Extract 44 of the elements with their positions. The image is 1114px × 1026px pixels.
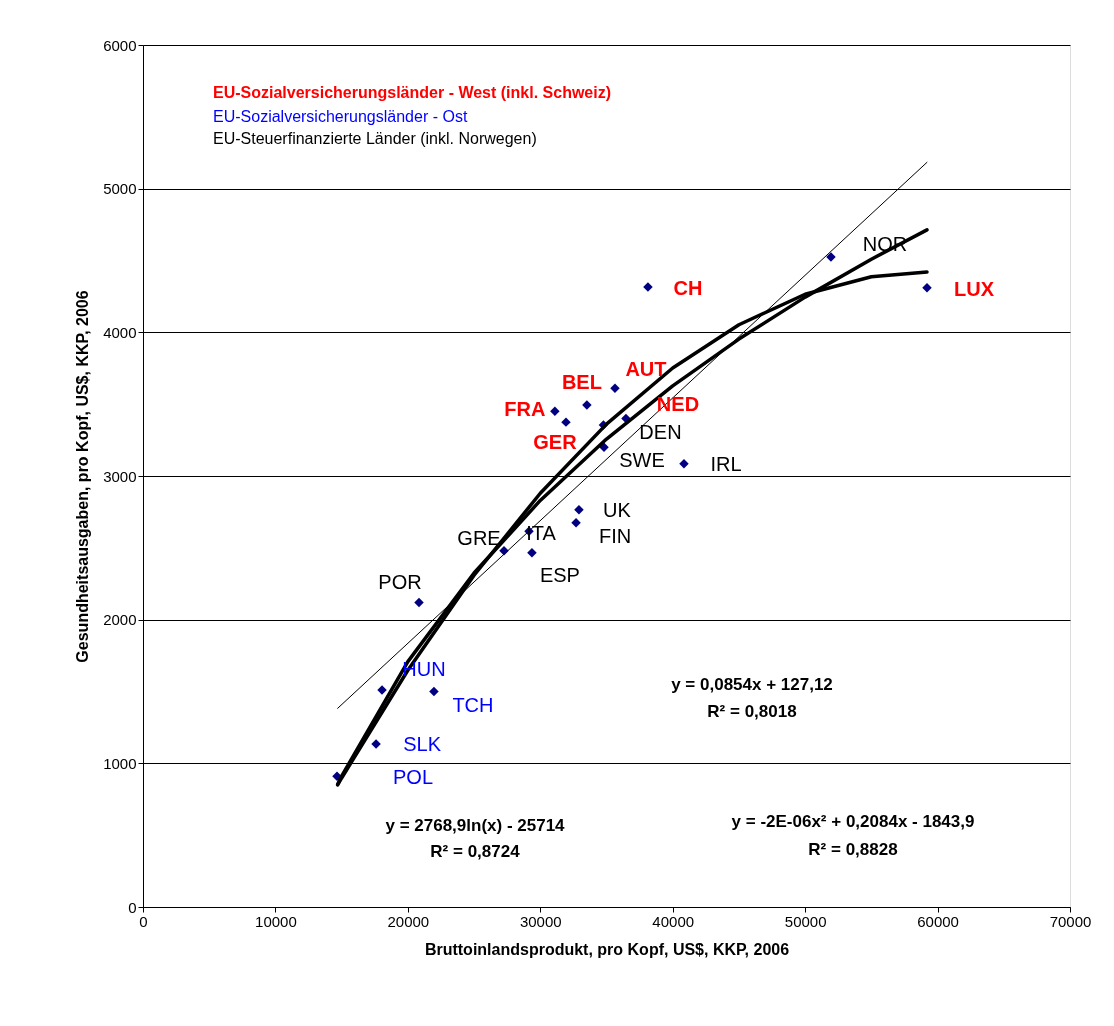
annotation: BEL	[561, 370, 602, 393]
x-tick-label: 60000	[917, 912, 959, 930]
y-tick-label: 2000	[103, 611, 137, 629]
annotation: EU-Steuerfinanzierte Länder (inkl. Norwegen)	[213, 130, 537, 147]
annotation: GRE	[457, 526, 501, 549]
x-tick-label: 70000	[1049, 912, 1092, 930]
annotation: TCH	[452, 693, 494, 716]
annotation: IRL	[710, 452, 742, 475]
x-tick-label: 40000	[652, 912, 695, 930]
y-axis-title: Gesundheitsausgaben, pro Kopf, US$, KKP, 2006	[74, 290, 92, 663]
x-tick-label: 20000	[387, 912, 430, 930]
annotation: FIN	[598, 524, 632, 547]
x-tick-label: 30000	[519, 912, 562, 930]
annotation: FRA	[504, 398, 546, 421]
annotation: y = -2E-06x² + 0,2084x - 1843,9	[731, 812, 975, 831]
annotation: CH	[673, 277, 703, 300]
x-tick-label: 0	[139, 912, 148, 930]
annotation: POL	[392, 766, 434, 789]
x-tick-label: 50000	[784, 912, 827, 930]
annotation: POR	[378, 571, 422, 594]
y-tick-label: 6000	[103, 36, 137, 54]
y-tick-label: 5000	[103, 180, 137, 198]
annotation: y = 0,0854x + 127,12	[671, 675, 833, 694]
annotation: y = 2768,9ln(x) - 25714	[385, 816, 566, 835]
annotation: DEN	[639, 421, 682, 443]
annotation: EU-Sozialversicherungsländer - Ost	[213, 108, 468, 125]
annotation: LUX	[953, 277, 995, 300]
annotation: SLK	[403, 732, 442, 755]
annotation: AUT	[625, 358, 667, 381]
y-tick-label: 1000	[103, 754, 137, 772]
annotation: UK	[603, 498, 632, 521]
x-axis-title: Bruttoinlandsprodukt, pro Kopf, US$, KKP, 2006	[424, 940, 790, 958]
annotation: R² = 0,8828	[808, 840, 898, 859]
x-tick-label: 10000	[255, 912, 297, 930]
annotation: EU-Sozialversicherungsländer - West (inkl. Schweiz)	[213, 84, 612, 101]
annotation: GER	[533, 431, 578, 454]
annotation: ESP	[539, 563, 580, 586]
y-tick-label: 3000	[103, 467, 137, 485]
annotation: R² = 0,8724	[430, 842, 521, 861]
y-tick-label: 4000	[103, 323, 137, 341]
annotation: SWE	[619, 449, 665, 472]
annotation: R² = 0,8018	[707, 702, 797, 721]
y-tick-label: 0	[128, 898, 137, 916]
annotation: ITA	[526, 522, 557, 545]
